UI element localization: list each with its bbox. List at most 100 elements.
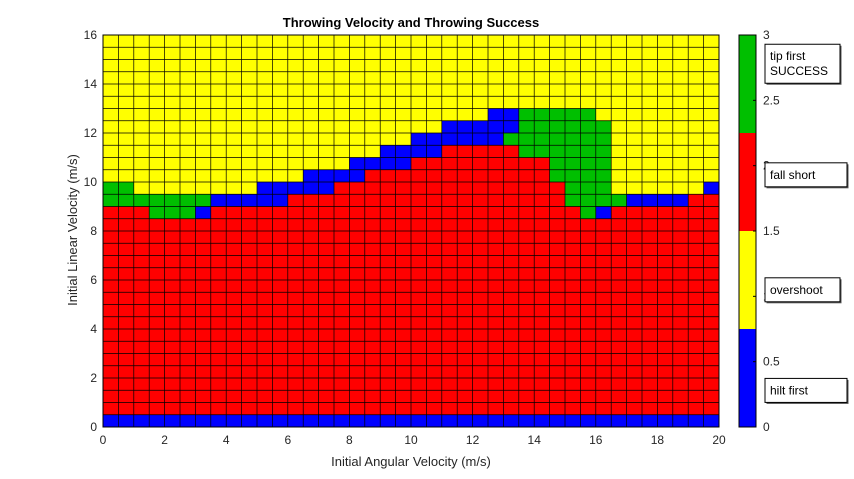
x-tick-label: 18	[651, 433, 665, 447]
heatmap-region	[441, 35, 488, 121]
heatmap-region	[565, 206, 581, 415]
colorbar-tick-label: 2.5	[763, 93, 780, 107]
y-tick-label: 0	[90, 420, 97, 434]
y-tick-label: 8	[90, 224, 97, 238]
heatmap-region	[364, 157, 381, 170]
x-axis-ticks: 0 2 4 6 8 10 12 14 16 18 20	[100, 433, 726, 447]
annotation-box	[764, 277, 841, 303]
heatmap-region	[349, 414, 365, 427]
heatmap-region	[133, 414, 150, 427]
annotation-text: hilt first	[770, 383, 809, 397]
heatmap-region	[195, 414, 211, 427]
x-tick-label: 10	[404, 433, 418, 447]
heatmap-region	[703, 414, 719, 427]
heatmap-region	[133, 35, 150, 195]
heatmap-region	[287, 182, 304, 195]
annotation-text: overshoot	[770, 283, 823, 297]
annotation-text: fall short	[770, 168, 816, 182]
x-tick-label: 4	[223, 433, 230, 447]
colorbar-tick-label: 3	[763, 28, 770, 42]
heatmap-region	[488, 108, 504, 146]
annotation-box	[764, 43, 841, 84]
y-tick-label: 4	[90, 322, 97, 336]
heatmap-region	[133, 194, 150, 207]
heatmap-region	[441, 414, 488, 427]
heatmap-region	[595, 120, 612, 207]
grid-lines	[102, 34, 720, 428]
heatmap-region	[364, 414, 381, 427]
heatmap-region	[149, 414, 196, 427]
plot-frame	[102, 34, 720, 428]
heatmap-region	[703, 182, 719, 195]
heatmap-region	[595, 35, 612, 121]
colorbar-segment	[739, 329, 756, 427]
heatmap-region	[241, 194, 257, 207]
annotation-box	[764, 377, 848, 403]
colorbar-annotation: fall short	[764, 162, 849, 189]
heatmap-region	[611, 414, 627, 427]
heatmap-region	[611, 35, 627, 195]
heatmap-region	[195, 194, 211, 207]
heatmap-region	[549, 414, 565, 427]
heatmap-region	[241, 35, 257, 195]
heatmap-region	[611, 206, 627, 415]
y-tick-label: 14	[84, 77, 98, 91]
heatmap-region	[503, 414, 519, 427]
heatmap-region	[611, 194, 627, 207]
y-tick-label: 6	[90, 273, 97, 287]
chart-title: Throwing Velocity and Throwing Success	[283, 15, 539, 30]
colorbar: 00.511.522.53	[738, 28, 780, 434]
heatmap-region	[534, 414, 550, 427]
heatmap-region	[241, 414, 257, 427]
heatmap-region	[534, 157, 550, 415]
heatmap-region	[580, 108, 596, 219]
annotation-box	[764, 162, 848, 188]
colorbar-segment	[739, 35, 756, 133]
colorbar-segment	[739, 133, 756, 231]
heatmap-region	[287, 414, 304, 427]
heatmap-region	[334, 414, 350, 427]
colorbar-annotation: overshoot	[764, 277, 842, 304]
colorbar-segment	[739, 231, 756, 329]
heatmap-region	[241, 206, 257, 415]
colorbar-annotation: hilt first	[764, 377, 849, 404]
x-axis-label: Initial Angular Velocity (m/s)	[331, 454, 491, 469]
y-axis-label: Initial Linear Velocity (m/s)	[65, 154, 80, 306]
heatmap-region	[549, 182, 565, 415]
heatmap-region	[488, 414, 504, 427]
heatmap-region	[518, 157, 535, 415]
x-tick-label: 12	[466, 433, 480, 447]
x-tick-label: 2	[161, 433, 168, 447]
colorbar-tick-label: 0.5	[763, 355, 780, 369]
x-tick-label: 20	[712, 433, 726, 447]
x-tick-label: 0	[100, 433, 107, 447]
heatmap-region	[518, 414, 535, 427]
heatmap-region	[688, 35, 704, 195]
heatmap-region	[595, 206, 612, 219]
y-axis-ticks: 0 2 4 6 8 10 12 14 16	[84, 28, 98, 434]
heatmap-region	[349, 182, 365, 415]
heatmap-region	[565, 414, 581, 427]
heatmap-region	[133, 206, 150, 415]
heatmap-region	[334, 169, 350, 182]
heatmap-region	[503, 133, 519, 146]
annotation-text: tip first	[770, 49, 806, 63]
y-tick-label: 12	[84, 126, 98, 140]
heatmap-region	[149, 35, 196, 195]
x-tick-label: 6	[284, 433, 291, 447]
heatmap-region	[195, 206, 211, 219]
annotation-text: SUCCESS	[770, 64, 828, 78]
x-tick-label: 14	[528, 433, 542, 447]
x-tick-label: 16	[589, 433, 603, 447]
heatmap-region	[688, 414, 704, 427]
y-tick-label: 2	[90, 371, 97, 385]
colorbar-tick-label: 0	[763, 420, 770, 434]
heatmap-region	[580, 414, 596, 427]
heatmap-region	[334, 35, 350, 170]
colorbar-tick-label: 1.5	[763, 224, 780, 238]
heatmap-region	[195, 35, 211, 195]
heatmap-region	[334, 182, 350, 415]
